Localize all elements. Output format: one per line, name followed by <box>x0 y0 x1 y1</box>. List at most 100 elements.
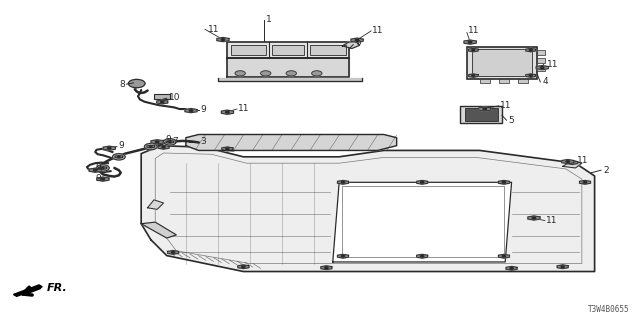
Circle shape <box>169 141 171 142</box>
Circle shape <box>189 110 193 111</box>
Polygon shape <box>417 180 428 184</box>
Polygon shape <box>562 159 574 164</box>
Polygon shape <box>337 180 349 184</box>
Circle shape <box>102 167 104 169</box>
Polygon shape <box>97 177 109 181</box>
Text: 11: 11 <box>468 26 479 35</box>
Circle shape <box>502 255 506 257</box>
Bar <box>310 45 346 55</box>
Polygon shape <box>499 254 509 258</box>
Circle shape <box>532 217 536 219</box>
Polygon shape <box>526 74 536 77</box>
Circle shape <box>113 154 125 160</box>
Bar <box>537 50 545 55</box>
Polygon shape <box>221 110 234 114</box>
Text: 9: 9 <box>96 174 102 183</box>
Circle shape <box>420 181 424 183</box>
Polygon shape <box>141 146 595 271</box>
Text: 11: 11 <box>208 25 220 34</box>
Bar <box>537 58 545 63</box>
Circle shape <box>286 71 296 76</box>
Polygon shape <box>499 180 509 184</box>
Polygon shape <box>148 200 164 209</box>
Text: 8: 8 <box>120 80 125 89</box>
Polygon shape <box>536 66 548 70</box>
Text: 1: 1 <box>266 15 271 24</box>
Polygon shape <box>185 108 197 113</box>
Circle shape <box>162 147 165 148</box>
Polygon shape <box>217 37 229 42</box>
Bar <box>461 106 502 123</box>
Text: 5: 5 <box>508 116 514 125</box>
Text: 7: 7 <box>172 137 177 146</box>
Text: 6: 6 <box>355 38 361 47</box>
Circle shape <box>324 267 328 268</box>
Circle shape <box>161 101 164 103</box>
Polygon shape <box>186 134 397 150</box>
Polygon shape <box>333 182 511 262</box>
Polygon shape <box>468 48 478 52</box>
Circle shape <box>571 162 574 163</box>
Bar <box>479 79 490 83</box>
Polygon shape <box>147 145 155 148</box>
Circle shape <box>341 181 344 183</box>
Polygon shape <box>506 267 517 270</box>
Text: 11: 11 <box>546 216 557 225</box>
Circle shape <box>541 67 544 68</box>
Polygon shape <box>218 78 362 81</box>
Polygon shape <box>567 161 578 164</box>
Circle shape <box>156 141 159 143</box>
Circle shape <box>529 75 532 76</box>
Bar <box>467 47 537 79</box>
Text: 11: 11 <box>547 60 558 69</box>
Circle shape <box>502 181 506 183</box>
Circle shape <box>226 148 229 150</box>
Circle shape <box>472 75 475 76</box>
Polygon shape <box>141 222 176 238</box>
Polygon shape <box>224 145 240 151</box>
Polygon shape <box>99 167 107 169</box>
Text: 4: 4 <box>542 77 548 86</box>
Circle shape <box>483 108 486 110</box>
Polygon shape <box>579 180 591 184</box>
Circle shape <box>93 169 97 171</box>
Circle shape <box>129 79 145 88</box>
Text: 11: 11 <box>238 104 250 113</box>
Text: 10: 10 <box>169 93 180 102</box>
Polygon shape <box>13 285 42 296</box>
Polygon shape <box>151 140 163 144</box>
Text: 9: 9 <box>166 135 172 144</box>
Text: 9: 9 <box>96 164 102 172</box>
Bar <box>499 79 509 83</box>
Circle shape <box>235 71 245 76</box>
Polygon shape <box>115 156 123 158</box>
Polygon shape <box>168 251 179 254</box>
Polygon shape <box>337 254 349 258</box>
Polygon shape <box>464 40 476 44</box>
Text: T3W4B0655: T3W4B0655 <box>588 305 630 314</box>
Polygon shape <box>526 48 536 52</box>
Text: 2: 2 <box>603 166 609 175</box>
Circle shape <box>145 143 157 150</box>
Circle shape <box>312 71 322 76</box>
Text: 3: 3 <box>200 137 206 146</box>
Circle shape <box>341 255 344 257</box>
Polygon shape <box>321 266 332 270</box>
Bar <box>537 66 545 71</box>
Polygon shape <box>166 140 174 143</box>
Circle shape <box>172 252 175 253</box>
Polygon shape <box>89 168 101 172</box>
Circle shape <box>118 156 120 157</box>
Polygon shape <box>479 107 491 111</box>
Polygon shape <box>468 74 478 77</box>
Circle shape <box>355 39 359 41</box>
Polygon shape <box>557 265 568 269</box>
Bar <box>472 50 532 76</box>
Polygon shape <box>222 147 233 151</box>
Circle shape <box>108 147 111 149</box>
Circle shape <box>242 266 245 268</box>
Polygon shape <box>563 161 582 168</box>
Text: FR.: FR. <box>47 284 67 293</box>
Circle shape <box>420 255 424 257</box>
Polygon shape <box>227 58 349 77</box>
